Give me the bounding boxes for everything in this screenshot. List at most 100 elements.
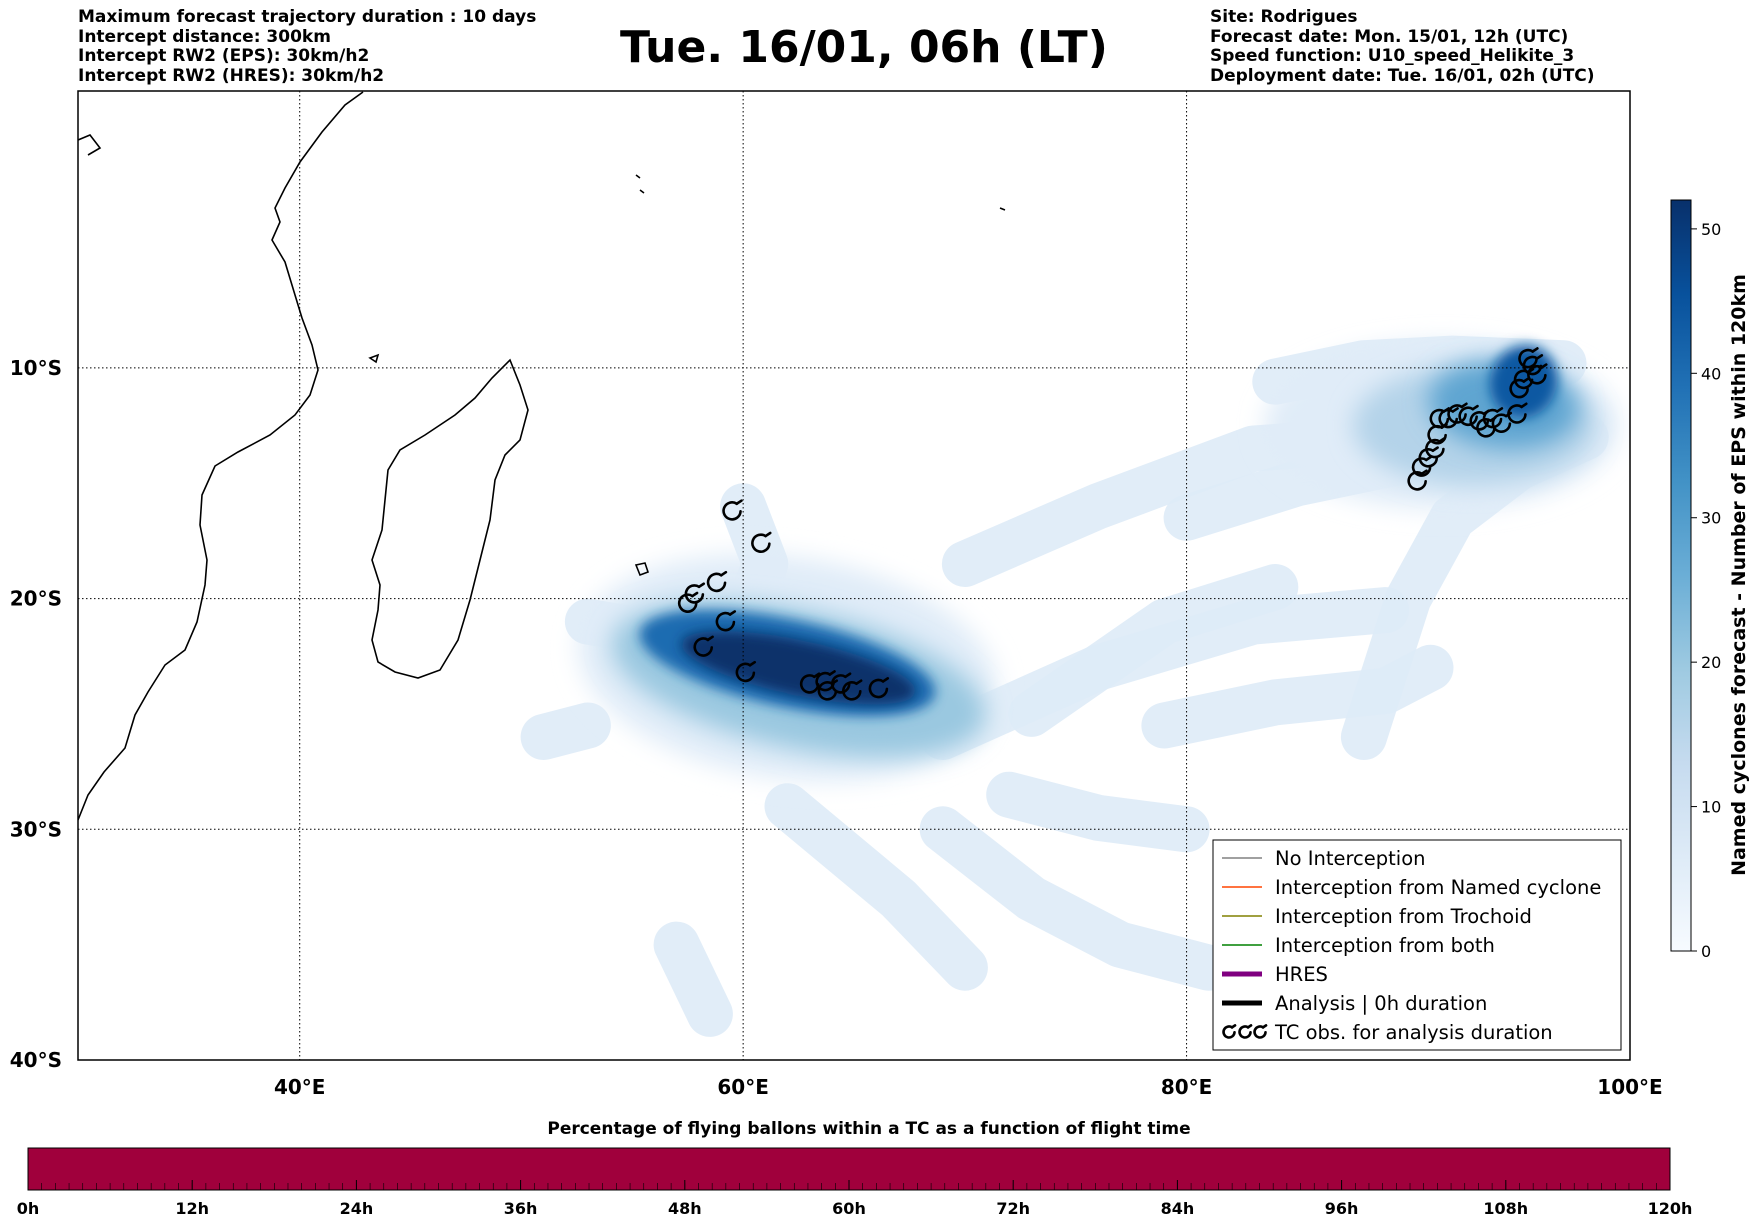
cyclone-symbol [830, 672, 852, 694]
bar-tick-label: 36h [504, 1199, 538, 1218]
cyclone-symbol [677, 591, 699, 613]
cyclone-symbol [1518, 347, 1539, 369]
cyclone-symbol [751, 531, 772, 553]
legend-swatch [1222, 1024, 1268, 1039]
legend-cyclone-icon [1238, 1024, 1253, 1039]
map-frame [77, 90, 1631, 1061]
flight-time-bar: Percentage of flying ballons within a TC… [17, 1119, 1693, 1218]
cyclone-symbol [1418, 446, 1439, 468]
bar-tick-label: 72h [996, 1199, 1030, 1218]
map-area [78, 91, 1630, 1060]
cyclone-tracks [677, 347, 1548, 701]
madagascar-coastline [371, 358, 529, 679]
arabia-somalia-coast [78, 134, 102, 156]
colorbar-gradient [1670, 199, 1692, 952]
legend: No Interception Interception from Named c… [1212, 839, 1622, 1051]
cyclone-symbol [799, 672, 821, 694]
cyclone-symbol [684, 582, 706, 604]
header-right-info: Site: Rodrigues Forecast date: Mon. 15/0… [1210, 7, 1595, 86]
lon-tick-label: 40°E [274, 1075, 326, 1099]
lat-tick-label: 30°S [10, 817, 62, 841]
colorbar-tick-label: 40 [1701, 364, 1721, 383]
density-path [919, 587, 1410, 760]
cyclone-symbol [706, 570, 728, 593]
colorbar-label: Named cyclones forecast - Number of EPS … [1728, 274, 1750, 876]
legend-label: Interception from Named cyclone [1275, 876, 1601, 899]
africa-coastline [78, 91, 364, 821]
lat-tick-label: 40°S [10, 1048, 62, 1072]
mauritius-island [634, 562, 650, 577]
page-title: Tue. 16/01, 06h (LT) [620, 22, 1108, 73]
cyclone-symbol [1482, 407, 1504, 429]
lon-tick-label: 100°E [1597, 1075, 1662, 1099]
cyclone-symbol [1476, 416, 1497, 438]
bar-tick-label: 24h [340, 1199, 374, 1218]
cyclone-symbol [1513, 367, 1535, 390]
density-path [764, 783, 988, 991]
legend-label: Interception from both [1275, 934, 1495, 957]
header-left-line: Maximum forecast trajectory duration : 1… [78, 7, 537, 27]
cyclone-symbol [722, 499, 743, 521]
density-blob [681, 631, 916, 705]
header-left-line: Intercept RW2 (HRES): 30km/h2 [78, 65, 385, 86]
colorbar-tick-label: 0 [1701, 942, 1711, 961]
header-right-line: Speed function: U10_speed_Helikite_3 [1210, 46, 1575, 66]
gridlines [78, 91, 1630, 1060]
colorbar-tick-label: 50 [1701, 220, 1721, 239]
colorbar-tick-label: 20 [1701, 653, 1721, 672]
density-path [653, 921, 733, 1037]
header-right-line: Forecast date: Mon. 15/01, 12h (UTC) [1210, 26, 1569, 47]
bar-tick-label: 12h [175, 1199, 209, 1218]
legend-cyclone-icon [1222, 1024, 1237, 1039]
lon-tick-label: 60°E [717, 1075, 769, 1099]
flight-time-bar-title: Percentage of flying ballons within a TC… [547, 1119, 1190, 1139]
header-left-line: Intercept distance: 300km [78, 26, 331, 47]
comoros-island [368, 353, 380, 364]
cyclone-symbol [868, 677, 890, 699]
lat-tick-label: 20°S [10, 587, 62, 611]
legend-label: Analysis | 0h duration [1275, 992, 1487, 1015]
header-right-line: Site: Rodrigues [1210, 7, 1358, 27]
lon-tick-label: 80°E [1161, 1075, 1213, 1099]
legend-box [1212, 839, 1622, 1051]
cyclone-symbol [815, 670, 836, 692]
lat-tick-label: 10°S [10, 356, 62, 380]
cyclone-symbol [1425, 437, 1446, 459]
legend-label: TC obs. for analysis duration [1274, 1021, 1553, 1044]
bar-tick-label: 108h [1483, 1199, 1528, 1218]
colorbar-tick-label: 30 [1701, 509, 1721, 528]
cyclone-symbol [1407, 469, 1428, 491]
cyclone-symbol [1522, 354, 1544, 376]
bar-tick-label: 48h [668, 1199, 702, 1218]
bar-tick-label: 96h [1325, 1199, 1359, 1218]
legend-cyclone-icon [1253, 1024, 1268, 1039]
bar-tick-label: 60h [832, 1199, 866, 1218]
bar-tick-label: 84h [1161, 1199, 1195, 1218]
colorbar: Named cyclones forecast - Number of EPS … [1670, 199, 1750, 961]
cyclone-symbol [693, 635, 714, 657]
cyclone-symbol [842, 679, 863, 701]
cyclone-symbol [1447, 402, 1468, 424]
cyclone-symbol [735, 660, 757, 683]
cyclone-symbol [1411, 455, 1433, 477]
header-right-line: Deployment date: Tue. 16/01, 02h (UTC) [1210, 65, 1595, 86]
header-left-info: Maximum forecast trajectory duration : 1… [78, 7, 537, 86]
density-path [520, 702, 611, 760]
bar-tick-label: 0h [17, 1199, 40, 1218]
legend-label: No Interception [1275, 847, 1426, 870]
cyclone-symbol [1507, 402, 1528, 424]
map-axis-ticks: 40°E 60°E 80°E 100°E 10°S 20°S 30°S 40°S [10, 356, 1663, 1099]
cyclone-symbol [1458, 404, 1479, 426]
density-path [986, 771, 1210, 853]
legend-label: HRES [1275, 963, 1328, 986]
cyclone-symbol [715, 610, 737, 632]
legend-label: Interception from Trochoid [1275, 905, 1532, 928]
colorbar-tick-label: 10 [1701, 798, 1721, 817]
coastlines [78, 91, 1006, 821]
density-path [1141, 644, 1454, 749]
density-path [919, 806, 1232, 991]
bar-tick-label: 120h [1648, 1199, 1693, 1218]
seychelles-islands [635, 174, 1006, 211]
header-left-line: Intercept RW2 (EPS): 30km/h2 [78, 46, 370, 66]
